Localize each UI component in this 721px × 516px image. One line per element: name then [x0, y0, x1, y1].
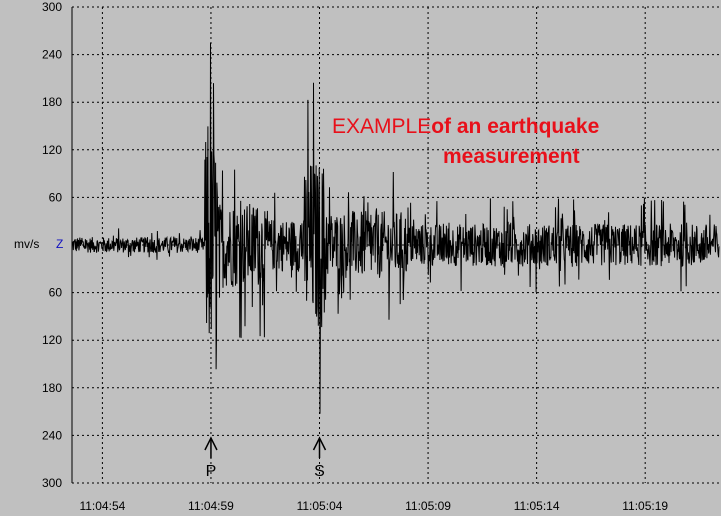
annotation-example-line2: measurement [443, 145, 580, 168]
x-tick-label: 11:05:19 [622, 499, 668, 513]
y-axis-ticks: 300 240 180 120 60 60 120 180 240 300 [42, 0, 62, 490]
y-axis-label: mv/s [14, 237, 39, 251]
waveform-line [71, 42, 720, 414]
marker-label: P [206, 463, 217, 480]
y-tick-label: 60 [49, 286, 63, 300]
channel-label: Z [56, 237, 63, 251]
x-tick-label: 11:04:59 [188, 499, 234, 513]
y-tick-label: 180 [42, 95, 62, 109]
marker-label: S [314, 463, 325, 480]
annotation-example-word: EXAMPLE [332, 115, 431, 138]
x-tick-label: 11:04:54 [79, 499, 125, 513]
y-tick-label: 240 [42, 428, 62, 442]
y-tick-label: 120 [42, 333, 62, 347]
phase-marker-p: P [204, 436, 218, 480]
phase-marker-s: S [312, 436, 327, 480]
y-tick-label: 60 [49, 190, 63, 204]
annotation-example: EXAMPLEof an earthquake [332, 115, 599, 138]
x-tick-label: 11:05:04 [297, 499, 343, 513]
x-tick-label: 11:05:09 [405, 499, 451, 513]
y-tick-label: 120 [42, 143, 62, 157]
y-tick-label: 180 [42, 381, 62, 395]
marker-arrow-head [204, 436, 218, 451]
y-tick-label: 300 [42, 476, 62, 490]
waveform-trace [71, 42, 720, 414]
annotation-example-line1: of an earthquake [431, 115, 599, 138]
y-tick-label: 300 [42, 0, 62, 14]
y-tick-label: 240 [42, 48, 62, 62]
marker-arrow-head [312, 436, 327, 451]
x-tick-label: 11:05:14 [514, 499, 560, 513]
x-axis-ticks: 11:04:54 11:04:59 11:05:04 11:05:09 11:05:14… [79, 499, 668, 513]
